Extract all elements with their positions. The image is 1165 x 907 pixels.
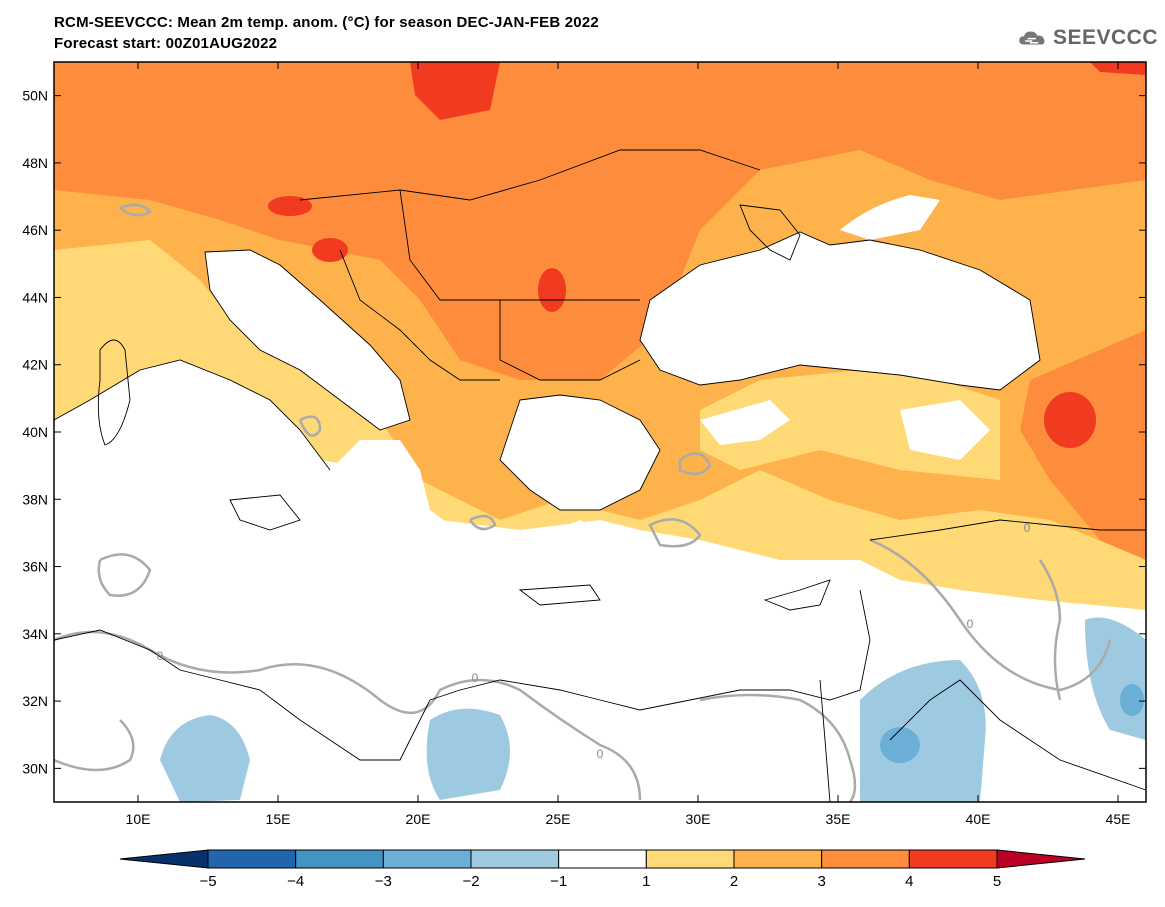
anomaly-near-zero-anatolia <box>700 400 790 445</box>
zero-contour <box>298 415 322 437</box>
zero-contour <box>648 518 702 548</box>
lon-tick-label: 45E <box>1106 811 1131 827</box>
lon-tick-label: 20E <box>406 811 431 827</box>
colorbar-segment <box>645 849 735 869</box>
lat-tick-label: 42N <box>22 357 48 373</box>
zero-contour <box>97 553 152 597</box>
crimea <box>739 204 801 261</box>
hotspot-bulgaria <box>538 268 566 312</box>
colorbar-label: −4 <box>287 873 304 890</box>
lat-tick-label: 40N <box>22 424 48 440</box>
coastlines-borders <box>54 149 1146 802</box>
lon-tick-label: 30E <box>686 811 711 827</box>
colorbar-label: −5 <box>199 873 216 890</box>
colorbar-label: 3 <box>817 873 825 890</box>
chart-title: RCM-SEEVCCC: Mean 2m temp. anom. (°C) fo… <box>54 12 599 54</box>
colorbar-segment <box>295 849 384 869</box>
zero-contour <box>468 514 497 531</box>
lon-tick-label: 15E <box>266 811 291 827</box>
anomaly-near-zero-eastanatolia <box>900 400 990 460</box>
lat-tick-label: 50N <box>22 88 48 104</box>
axis-ticks: 50N 48N 46N 44N 42N 40N 38N 36N 34N 32N 30N 10E 15E 2… <box>22 62 1146 827</box>
hotspot-armenia <box>1044 392 1096 448</box>
lon-tick-label: 35E <box>826 811 851 827</box>
lat-tick-label: 44N <box>22 289 48 305</box>
lat-tick-label: 30N <box>22 760 48 776</box>
lon-tick-label: 40E <box>966 811 991 827</box>
title-line-2: Forecast start: 00Z01AUG2022 <box>54 35 278 52</box>
zero-contour <box>678 452 712 476</box>
zero-contour <box>54 719 135 772</box>
hotspot-austria <box>268 196 312 216</box>
sea-tyrrhenian <box>54 360 330 580</box>
lon-tick-label: 10E <box>126 811 151 827</box>
colorbar-segment <box>558 849 647 869</box>
map-field <box>54 62 1146 802</box>
colorbar-segment <box>908 849 998 869</box>
colorbar-label: −3 <box>375 873 392 890</box>
colorbar-segment <box>470 849 560 869</box>
island-crete <box>518 584 601 606</box>
colorbar-label: −2 <box>462 873 479 890</box>
contour-label: 0 <box>157 649 164 663</box>
zero-contour <box>1038 559 1062 701</box>
lat-tick-label: 34N <box>22 626 48 642</box>
colorbar-segment <box>733 849 823 869</box>
hotspot-poland <box>410 62 500 120</box>
title-line-1: RCM-SEEVCCC: Mean 2m temp. anom. (°C) fo… <box>54 14 599 31</box>
sea-aegean <box>500 395 660 510</box>
colorbar-label: 1 <box>642 873 650 890</box>
zero-contour <box>119 203 152 217</box>
cold-jordan-core <box>880 727 920 763</box>
sea-adriatic <box>205 250 410 430</box>
island-sicily <box>229 494 301 531</box>
logo-text: SEEVCCC <box>1052 26 1158 49</box>
colorbar-label: 2 <box>730 873 738 890</box>
lat-tick-label: 46N <box>22 222 48 238</box>
colorbar-label: 5 <box>993 873 1001 890</box>
colorbar-segment <box>382 849 472 869</box>
anomaly-3-4-west <box>54 62 80 130</box>
sea-mediterranean <box>150 440 870 760</box>
cloud-icon <box>1019 31 1045 45</box>
colorbar-label: 4 <box>905 873 913 890</box>
zero-contour <box>869 538 1112 692</box>
cold-iraq-core <box>1120 684 1144 716</box>
contour-label: 0 <box>472 671 479 685</box>
island-corsica-sardinia <box>97 339 131 446</box>
colorbar-segment <box>821 849 910 869</box>
cold-jordan <box>860 660 986 802</box>
colorbar-low-arrow <box>119 849 209 869</box>
cold-libya <box>160 715 250 802</box>
sea-black <box>640 232 1040 390</box>
contour-label: 0 <box>597 747 604 761</box>
hotspot-croatia <box>312 238 348 262</box>
colorbar: −5 −4 −3 −2 −1 1 2 3 4 5 <box>119 849 1086 890</box>
colorbar-segment <box>207 849 297 869</box>
cold-egypt-west <box>426 708 510 800</box>
anomaly-3-4-north <box>54 62 1146 380</box>
island-cyprus <box>763 579 831 611</box>
colorbar-label: −1 <box>550 873 567 890</box>
seevccc-logo: SEEVCCC <box>1018 22 1158 54</box>
lat-tick-label: 32N <box>22 693 48 709</box>
lat-tick-label: 36N <box>22 559 48 575</box>
colorbar-high-arrow <box>996 849 1086 869</box>
zero-contour <box>699 693 857 802</box>
anomaly-3-4-caucasus <box>1020 330 1146 560</box>
lat-tick-label: 48N <box>22 155 48 171</box>
contour-label: 0 <box>1024 521 1031 535</box>
lat-tick-label: 38N <box>22 491 48 507</box>
lon-tick-label: 25E <box>546 811 571 827</box>
sea-azov <box>840 195 940 240</box>
contour-label: 0 <box>967 617 974 631</box>
